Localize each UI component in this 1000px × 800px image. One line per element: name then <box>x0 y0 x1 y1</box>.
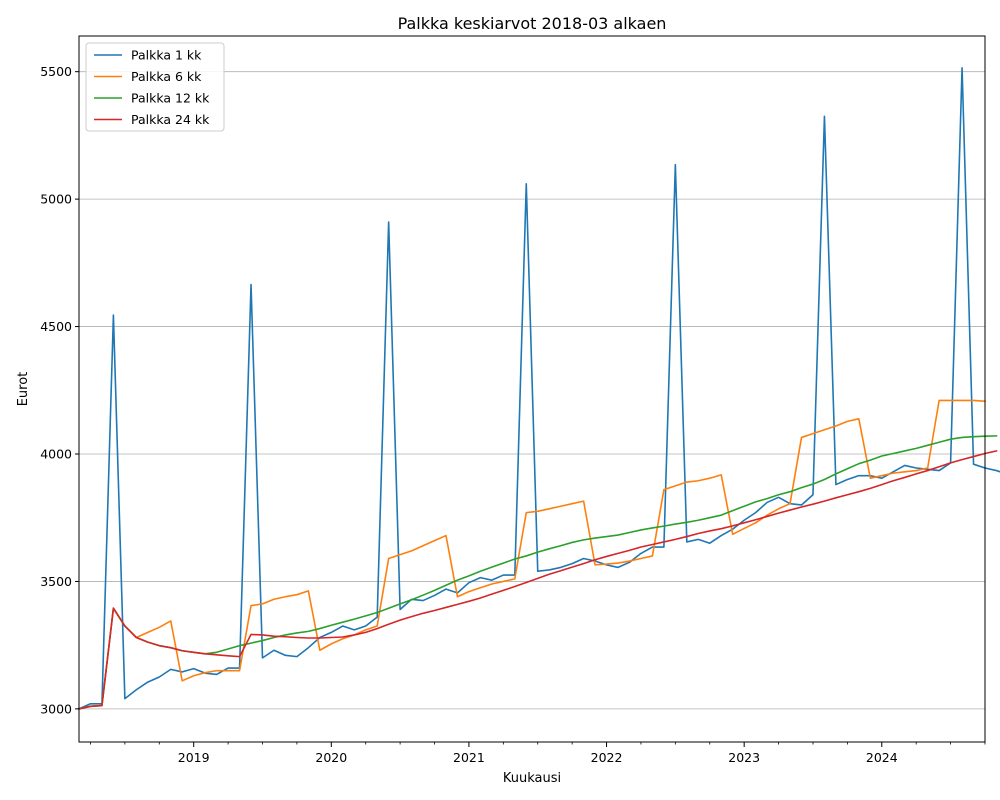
series-lines <box>77 67 1000 710</box>
series-line-2 <box>78 399 986 710</box>
legend-box <box>85 42 225 132</box>
x-tick-label: 2019 <box>178 750 210 765</box>
y-axis-label: Eurot <box>16 372 31 407</box>
y-tick-label: 3500 <box>40 574 72 589</box>
series-line-3 <box>78 435 998 710</box>
x-axis: 2019 2020 2021 2022 2023 2024 <box>90 742 986 765</box>
x-axis-label: Kuukausi <box>503 771 561 786</box>
series-line-1 <box>77 67 1000 710</box>
y-tick-label: 5500 <box>40 64 72 79</box>
y-axis: 3000 3500 4000 4500 5000 5500 <box>40 64 79 716</box>
x-tick-label: 2024 <box>866 750 898 765</box>
x-tick-label: 2021 <box>453 750 485 765</box>
y-tick-label: 4000 <box>40 446 72 461</box>
legend-label: Palkka 6 kk <box>131 69 202 84</box>
y-tick-label: 3000 <box>40 701 72 716</box>
legend: Palkka 1 kk Palkka 6 kk Palkka 12 kk Palkka… <box>85 42 225 132</box>
chart-title: Palkka keskiarvot 2018-03 alkaen <box>398 14 667 33</box>
x-tick-label: 2023 <box>728 750 760 765</box>
grid-lines <box>79 71 985 710</box>
legend-label: Palkka 12 kk <box>131 91 210 106</box>
y-tick-label: 4500 <box>40 319 72 334</box>
legend-label: Palkka 1 kk <box>131 48 202 63</box>
series-line-4 <box>78 449 998 710</box>
x-tick-label: 2022 <box>591 750 623 765</box>
legend-label: Palkka 24 kk <box>131 112 210 127</box>
x-tick-label: 2020 <box>315 750 347 765</box>
y-tick-label: 5000 <box>40 192 72 207</box>
plot-frame <box>78 35 986 743</box>
